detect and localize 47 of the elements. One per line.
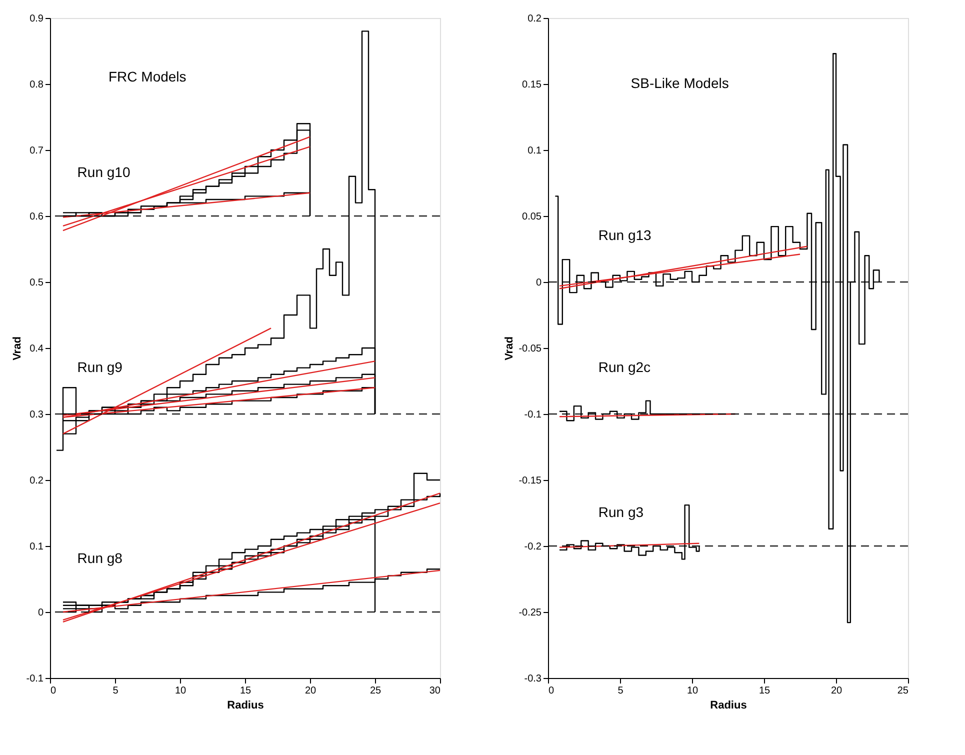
x-tick-label: 25 bbox=[897, 686, 909, 696]
x-tick-label: 20 bbox=[304, 686, 316, 696]
y-tick-label: 0 bbox=[38, 608, 44, 618]
x-tick-label: 10 bbox=[686, 686, 698, 696]
x-tick-label: 10 bbox=[174, 686, 186, 696]
annotation: Run g3 bbox=[598, 504, 644, 520]
y-tick-label: 0.1 bbox=[30, 542, 44, 552]
y-tick-label: -0.2 bbox=[524, 542, 542, 552]
y-tick-label: -0.1 bbox=[26, 674, 44, 684]
annotation: Run g8 bbox=[77, 550, 123, 566]
x-tick-label: 20 bbox=[830, 686, 842, 696]
x-tick-label: 0 bbox=[548, 686, 554, 696]
annotation: Run g10 bbox=[77, 164, 130, 180]
y-tick-label: 0.2 bbox=[528, 14, 542, 24]
annotation: Run g9 bbox=[77, 358, 123, 375]
y-tick-label: -0.25 bbox=[518, 608, 542, 618]
y-tick-label: 0.15 bbox=[522, 80, 542, 90]
annotation: SB-Like Models bbox=[630, 75, 729, 91]
x-axis-title: Radius bbox=[227, 700, 264, 712]
y-tick-label: 0 bbox=[536, 278, 542, 288]
y-tick-label: 0.2 bbox=[30, 476, 44, 486]
x-tick-label: 25 bbox=[370, 686, 382, 696]
x-tick-label: 30 bbox=[429, 686, 441, 696]
y-tick-label: -0.3 bbox=[524, 674, 542, 684]
y-tick-label: 0.8 bbox=[30, 80, 44, 90]
x-tick-label: 0 bbox=[50, 686, 56, 696]
y-axis-title: Vrad bbox=[11, 336, 24, 360]
y-tick-label: 0.9 bbox=[30, 14, 44, 24]
annotation: Run g13 bbox=[598, 226, 652, 243]
x-tick-label: 15 bbox=[758, 686, 770, 696]
y-axis-title: Vrad bbox=[504, 336, 516, 360]
y-tick-label: 0.4 bbox=[30, 344, 44, 354]
y-tick-label: -0.1 bbox=[524, 410, 542, 420]
y-tick-label: -0.15 bbox=[518, 476, 542, 486]
annotation: Run g2c bbox=[598, 358, 651, 375]
y-tick-label: 0.6 bbox=[30, 212, 44, 222]
annotation: FRC Models bbox=[108, 68, 186, 84]
y-tick-label: 0.5 bbox=[30, 278, 44, 288]
x-tick-label: 5 bbox=[112, 686, 119, 696]
x-tick-label: 15 bbox=[240, 686, 252, 696]
y-tick-label: 0.7 bbox=[30, 146, 44, 156]
y-tick-label: 0.3 bbox=[30, 410, 44, 420]
y-tick-label: 0.1 bbox=[528, 146, 542, 156]
x-tick-label: 5 bbox=[618, 686, 624, 696]
y-tick-label: 0.05 bbox=[522, 212, 542, 222]
y-tick-label: -0.05 bbox=[518, 344, 542, 354]
x-axis-title: Radius bbox=[710, 700, 747, 712]
